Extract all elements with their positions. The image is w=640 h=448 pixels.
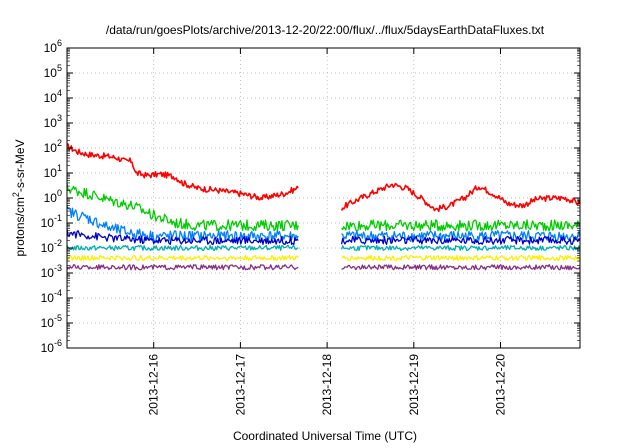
series-7-line-segment-1	[66, 264, 299, 271]
series-6-line-segment-2	[341, 254, 581, 262]
series-1-line-segment-1	[66, 142, 299, 201]
y-tick-label: 106	[44, 38, 62, 55]
series-2-line-segment-2	[341, 219, 581, 232]
y-tick-label: 10-3	[41, 263, 62, 280]
y-axis: 10-6 10-5 10-4 10-3 10-2 10-1 100 101 102 103 104 1…	[41, 38, 580, 355]
x-tick-label: 2013-12-18	[320, 354, 334, 416]
x-tick-label: 2013-12-16	[147, 354, 161, 416]
series-3-line-segment-2	[341, 230, 581, 243]
y-tick-label: 10-5	[41, 313, 62, 330]
series-4-line-segment-2	[340, 235, 581, 245]
y-tick-label: 104	[44, 88, 62, 105]
series-layer	[66, 142, 581, 271]
series-6-line-segment-1	[66, 254, 299, 262]
grid-lines	[67, 48, 580, 348]
series-5-line-segment-2	[340, 244, 581, 252]
y-axis-title-sup: 2	[11, 192, 21, 197]
series-4-line-segment-1	[66, 229, 299, 246]
series-7-line-segment-2	[341, 264, 581, 271]
y-tick-label: 100	[44, 188, 62, 205]
y-tick-label: 105	[44, 63, 62, 80]
y-tick-label: 10-2	[41, 238, 62, 255]
series-1-line-segment-2	[340, 182, 581, 212]
series-2-line-segment-1	[66, 183, 299, 232]
x-tick-label: 2013-12-17	[233, 354, 247, 416]
y-axis-title: protons/cm2-s-sr-MeV	[11, 139, 27, 256]
x-axis: 2013-12-16 2013-12-17 2013-12-18 2013-12-19…	[147, 48, 508, 415]
y-tick-label: 10-4	[41, 288, 62, 305]
series-5-line-segment-1	[66, 244, 299, 252]
chart-title: /data/run/goesPlots/archive/2013-12-20/2…	[106, 23, 545, 37]
y-tick-label: 101	[44, 163, 62, 180]
y-tick-label: 10-1	[41, 213, 62, 230]
y-axis-title-rest: -s-sr-MeV	[13, 139, 27, 192]
x-axis-title: Coordinated Universal Time (UTC)	[233, 429, 417, 443]
y-tick-label: 103	[44, 113, 62, 130]
y-tick-label: 10-6	[41, 338, 62, 355]
y-tick-label: 102	[44, 138, 62, 155]
x-tick-label: 2013-12-19	[407, 354, 421, 416]
x-tick-label: 2013-12-20	[494, 354, 508, 416]
y-axis-title-main: protons/cm	[13, 197, 27, 256]
